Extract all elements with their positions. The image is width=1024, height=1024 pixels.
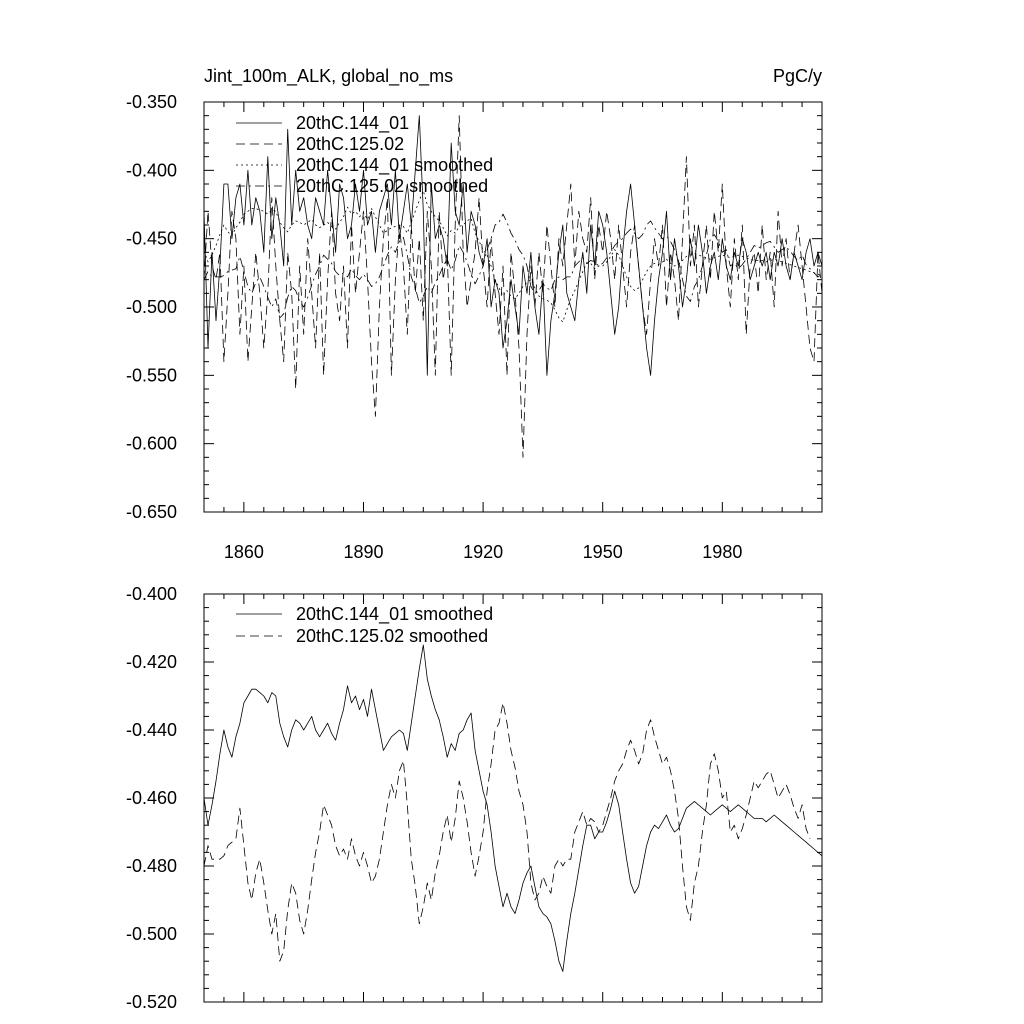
x-tick-label: 1980 (702, 542, 742, 562)
units-label: PgC/y (773, 66, 822, 86)
legend-label-3: 20thC.144_01 smoothed (296, 155, 493, 176)
legend-label-2: 20thC.125.02 smoothed (296, 626, 488, 646)
bottom-panel: -0.400 -0.420 -0.440 -0.460 -0.480 -0.500 -0.5… (126, 584, 823, 1012)
x-tick-label: 1860 (224, 542, 264, 562)
y-tick-label: -0.440 (126, 720, 177, 740)
legend-label-4: 20thC.125.02 smoothed (296, 176, 488, 196)
chart-title: Jint_100m_ALK, global_no_ms (204, 66, 453, 87)
y-tick-label: -0.400 (126, 584, 177, 604)
x-tick-label: 1950 (583, 542, 623, 562)
x-tick-label: 1890 (343, 542, 383, 562)
series-line-4 (203, 213, 823, 319)
series-line-1 (203, 115, 823, 376)
y-tick-label: -0.480 (126, 856, 177, 876)
top-panel: Jint_100m_ALK, global_no_ms PgC/y 1860 18… (126, 66, 823, 562)
series-line-3 (203, 190, 823, 323)
y-tick-label: -0.600 (126, 434, 177, 454)
y-tick-label: -0.520 (126, 992, 177, 1012)
series-line-2 (203, 702, 811, 962)
y-tick-label: -0.550 (126, 365, 177, 385)
legend-label-1: 20thC.144_01 (296, 113, 409, 134)
y-tick-label: -0.450 (126, 229, 177, 249)
y-tick-label: -0.650 (126, 502, 177, 522)
y-tick-label: -0.500 (126, 297, 177, 317)
legend-label-1: 20thC.144_01 smoothed (296, 604, 493, 625)
legend-label-2: 20thC.125.02 (296, 134, 404, 154)
y-tick-label: -0.460 (126, 788, 177, 808)
x-tick-label: 1920 (463, 542, 503, 562)
series-line-1 (203, 644, 823, 972)
y-tick-label: -0.400 (126, 160, 177, 180)
y-tick-label: -0.500 (126, 924, 177, 944)
y-tick-label: -0.420 (126, 652, 177, 672)
series-line-2 (203, 115, 823, 458)
y-tick-label: -0.350 (126, 92, 177, 112)
plot-frame (203, 593, 823, 1003)
